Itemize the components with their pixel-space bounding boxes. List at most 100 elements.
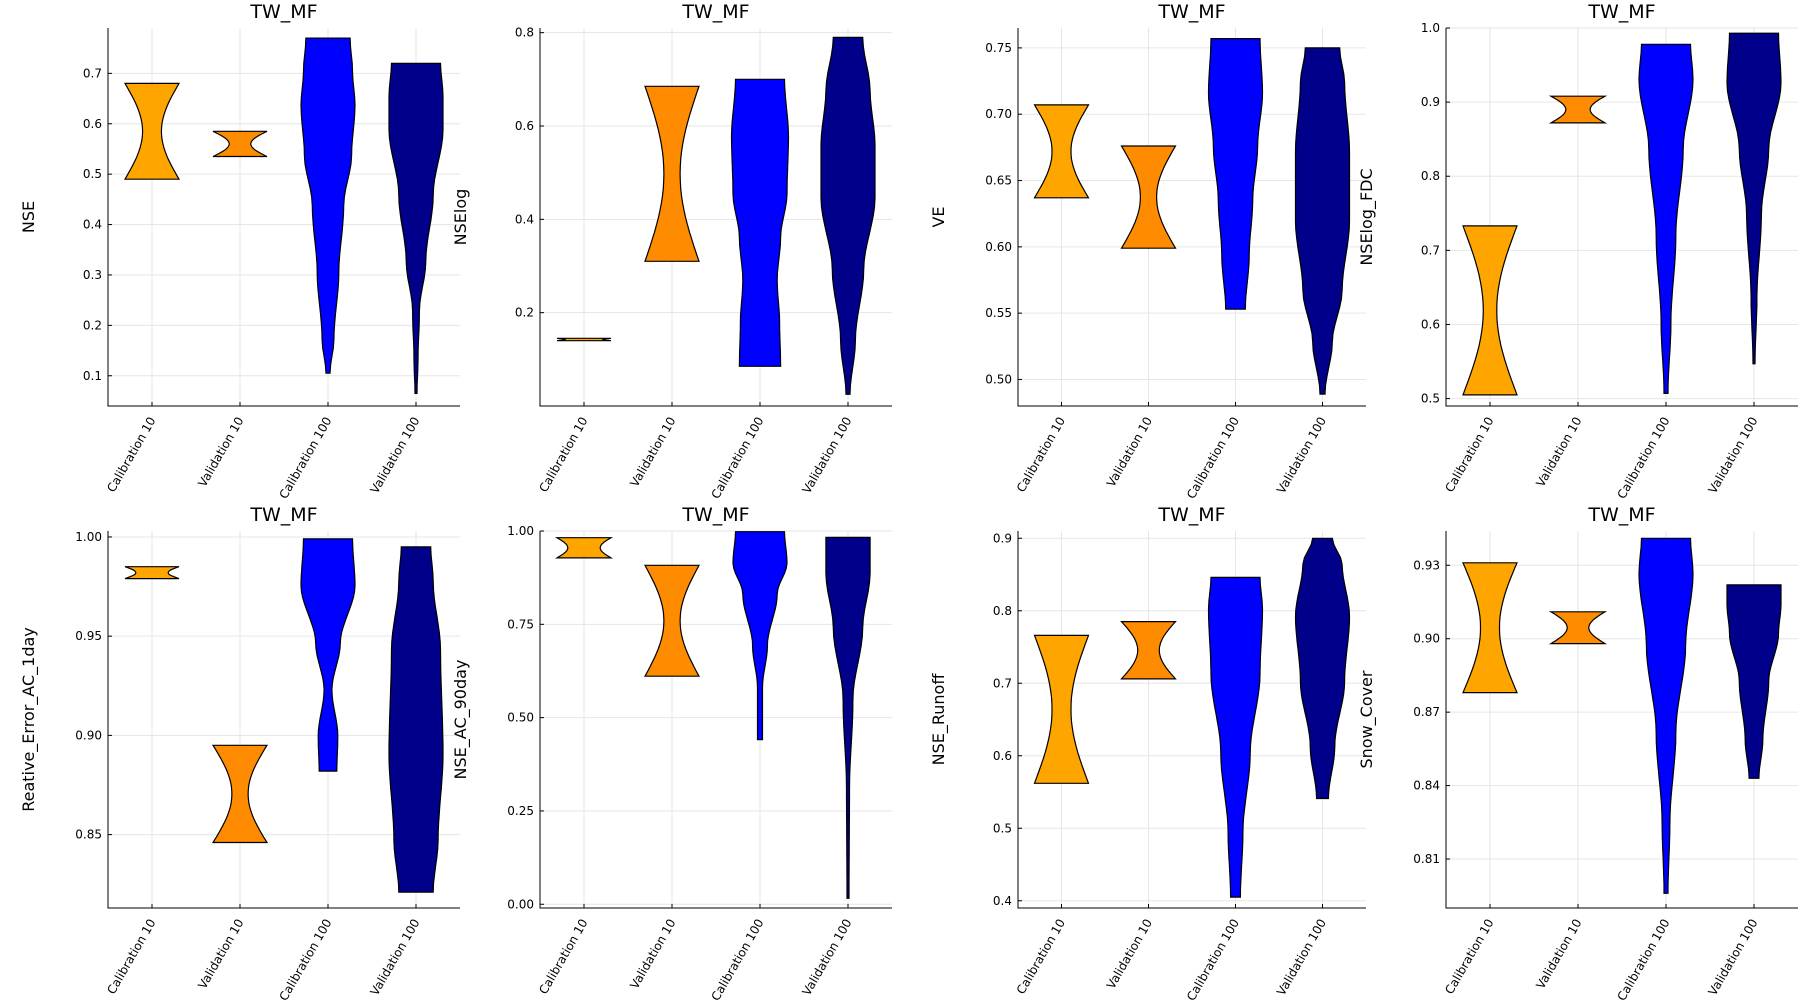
y-tick-label: 0.2 — [83, 318, 102, 332]
y-axis-label: NSElog_FDC — [1357, 168, 1377, 265]
y-tick-label: 0.1 — [83, 369, 102, 383]
violin-calib10 — [554, 537, 614, 559]
axis-frame — [1017, 28, 1366, 407]
y-tick-label: 0.50 — [985, 372, 1012, 386]
y-tick-label: 1.00 — [75, 530, 102, 544]
violin-panel-5: 0.85 0.90 0.95 1.00 Calibration 10 Validation… — [19, 504, 460, 1000]
y-axis-label: Reative_Error_AC_1day — [19, 627, 39, 812]
violin-valid10 — [1548, 95, 1608, 124]
violin-panel-8: 0.81 0.84 0.87 0.90 0.93 Calibration 10 Valida… — [1357, 504, 1798, 1000]
y-tick-label: 0.25 — [507, 804, 534, 818]
violin-calib10 — [1033, 104, 1090, 199]
x-tick-label: Calibration 10 — [1442, 415, 1496, 495]
y-tick-label: 0.4 — [993, 894, 1012, 908]
y-tick-label: 0.93 — [1413, 558, 1440, 572]
panel-title: TW_MF — [681, 504, 749, 526]
violin-valid10 — [212, 130, 268, 158]
violin-valid100 — [388, 62, 444, 394]
x-tick-label: Calibration 10 — [104, 917, 158, 997]
violin-valid100 — [825, 536, 871, 899]
y-tick-label: 0.81 — [1413, 852, 1440, 866]
violin-calib100 — [1638, 537, 1694, 894]
panel-title: TW_MF — [1157, 1, 1225, 23]
x-tick-label: Validation 10 — [627, 917, 678, 992]
y-axis-label: NSE — [19, 201, 38, 233]
y-tick-label: 0.70 — [985, 107, 1012, 121]
axis-frame — [107, 28, 460, 407]
violin-valid10 — [1120, 621, 1177, 680]
y-axis-label: VE — [929, 206, 948, 227]
x-tick-label: Validation 100 — [1274, 415, 1329, 496]
violin-calib100 — [300, 538, 356, 772]
y-axis-label: NSE_AC_90day — [451, 660, 471, 780]
y-tick-label: 0.5 — [1421, 392, 1440, 406]
y-axis-label: Snow_Cover — [1357, 670, 1377, 768]
x-tick-label: Calibration 10 — [1442, 917, 1496, 997]
panel-title: TW_MF — [1157, 504, 1225, 526]
x-tick-label: Validation 10 — [627, 415, 678, 490]
y-tick-label: 0.6 — [993, 749, 1012, 763]
violin-valid100 — [1726, 32, 1782, 365]
axis-frame — [107, 531, 460, 909]
violin-valid10 — [643, 564, 701, 677]
y-tick-label: 0.8 — [993, 604, 1012, 618]
x-tick-label: Calibration 100 — [708, 415, 766, 502]
violin-valid100 — [1294, 537, 1351, 800]
violin-valid10 — [1120, 145, 1177, 249]
x-tick-label: Validation 100 — [1705, 415, 1760, 496]
violin-calib100 — [730, 78, 790, 367]
violin-calib10 — [1462, 562, 1518, 694]
violin-calib100 — [1638, 43, 1694, 394]
violin-panel-7: 0.4 0.5 0.6 0.7 0.8 0.9 Calibration 10 Validati… — [929, 504, 1366, 1000]
y-tick-label: 1.0 — [1421, 21, 1440, 35]
y-tick-label: 1.00 — [507, 524, 534, 538]
y-tick-label: 0.8 — [1421, 169, 1440, 183]
x-tick-label: Validation 100 — [1274, 917, 1329, 998]
violin-valid10 — [1548, 611, 1608, 645]
y-tick-label: 0.75 — [507, 617, 534, 631]
y-tick-label: 0.55 — [985, 306, 1012, 320]
y-tick-label: 0.5 — [83, 167, 102, 181]
y-tick-label: 0.87 — [1413, 705, 1440, 719]
violin-valid10 — [211, 744, 269, 844]
violin-panel-6: 0.00 0.25 0.50 0.75 1.00 Calibration 10 Valida… — [451, 504, 892, 1000]
y-tick-label: 0.9 — [993, 531, 1012, 545]
x-tick-label: Validation 100 — [367, 917, 422, 998]
violin-panel-1: 0.1 0.2 0.3 0.4 0.5 0.6 0.7 Calibration 10 Valid… — [19, 1, 460, 501]
axis-frame — [1017, 531, 1366, 909]
y-tick-label: 0.7 — [993, 676, 1012, 690]
x-tick-label: Calibration 100 — [1614, 917, 1672, 1000]
y-tick-label: 0.8 — [515, 26, 534, 40]
x-tick-label: Calibration 100 — [708, 917, 766, 1000]
violin-panel-4: 0.5 0.6 0.7 0.8 0.9 1.0 Calibration 10 Validati… — [1357, 1, 1798, 501]
x-tick-label: Validation 10 — [1533, 415, 1584, 490]
y-tick-label: 0.50 — [507, 711, 534, 725]
y-tick-label: 0.60 — [985, 240, 1012, 254]
x-tick-label: Validation 100 — [799, 415, 854, 496]
x-tick-label: Calibration 100 — [1184, 917, 1242, 1000]
x-tick-label: Validation 100 — [1705, 917, 1760, 998]
x-tick-label: Calibration 100 — [276, 917, 334, 1000]
y-tick-label: 0.3 — [83, 268, 102, 282]
y-tick-label: 0.4 — [515, 212, 534, 226]
x-tick-label: Validation 10 — [1104, 917, 1155, 992]
axis-frame — [1445, 531, 1798, 909]
x-tick-label: Validation 100 — [799, 917, 854, 998]
x-tick-label: Validation 10 — [195, 917, 246, 992]
violin-calib100 — [1207, 38, 1264, 310]
x-tick-label: Calibration 100 — [1614, 415, 1672, 502]
x-tick-label: Validation 100 — [367, 415, 422, 496]
violin-calib10 — [1033, 634, 1090, 784]
panel-title: TW_MF — [249, 504, 317, 526]
y-tick-label: 0.6 — [1421, 317, 1440, 331]
y-tick-label: 0.84 — [1413, 779, 1440, 793]
x-tick-label: Validation 10 — [1533, 917, 1584, 992]
panel-title: TW_MF — [1587, 1, 1655, 23]
violin-panel-3: 0.50 0.55 0.60 0.65 0.70 0.75 Calibration 10 Va… — [929, 1, 1366, 501]
x-tick-label: Validation 10 — [195, 415, 246, 490]
y-tick-label: 0.95 — [75, 629, 102, 643]
y-tick-label: 0.65 — [985, 174, 1012, 188]
x-tick-label: Calibration 10 — [536, 917, 590, 997]
axis-frame — [539, 28, 892, 407]
